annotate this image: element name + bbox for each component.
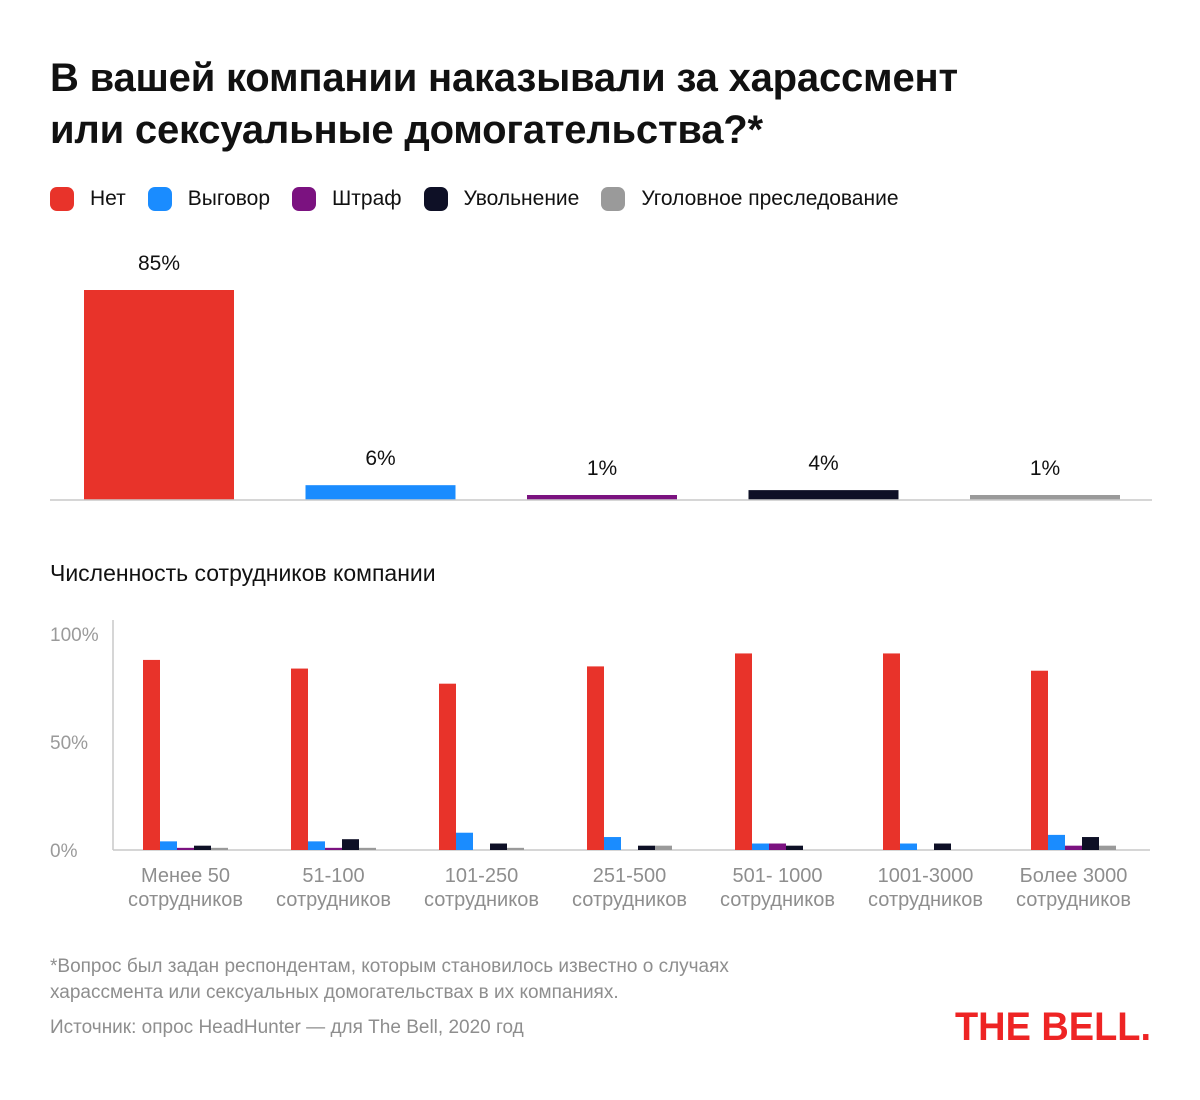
- legend-label-ugolovnoe: Уголовное преследование: [641, 187, 899, 210]
- size-y-tick-label: 100%: [50, 625, 99, 646]
- size-bar: [883, 653, 900, 850]
- chart-title-line-2: или сексуальные домогательства?*: [50, 108, 763, 152]
- legend-item-vygovor: Выговор: [147, 187, 271, 211]
- size-x-tick-label: 1001-3000: [878, 865, 974, 887]
- size-bar: [900, 843, 917, 850]
- overall-bar-value-label: 6%: [365, 447, 395, 470]
- size-x-tick-label: 251-500: [593, 865, 666, 887]
- size-bar: [177, 847, 194, 850]
- legend-item-shtraf: Штраф: [292, 187, 402, 211]
- legend-item-uvolnenie: Увольнение: [423, 187, 580, 211]
- size-bar: [359, 847, 376, 850]
- size-bar: [291, 668, 308, 850]
- overall-bar: [84, 290, 234, 500]
- size-x-tick-label: 51-100: [302, 865, 364, 887]
- size-x-tick-label: сотрудников: [868, 889, 983, 911]
- overall-bar-value-label: 1%: [1030, 457, 1060, 480]
- legend-label-vygovor: Выговор: [187, 187, 271, 210]
- size-bar: [934, 843, 951, 850]
- overall-bar: [970, 495, 1120, 500]
- size-bar: [769, 843, 786, 850]
- size-x-tick-label: сотрудников: [1016, 889, 1131, 911]
- size-bar: [638, 845, 655, 850]
- overall-bar-value-label: 1%: [587, 457, 617, 480]
- legend-label-uvolnenie: Увольнение: [463, 187, 580, 210]
- legend-item-ugolovnoe: Уголовное преследование: [601, 187, 899, 211]
- legend-swatch-uvolnenie: [423, 187, 448, 211]
- size-x-tick-label: сотрудников: [128, 889, 243, 911]
- size-bar: [786, 845, 803, 850]
- size-bar: [1048, 834, 1065, 850]
- size-bar: [1031, 670, 1048, 850]
- logo-wordmark: THE BELL.: [955, 1005, 1151, 1049]
- footnote-line-2: харассмента или сексуальных домогательст…: [50, 982, 619, 1003]
- overall-bar-value-label: 4%: [808, 452, 838, 475]
- size-bar: [456, 832, 473, 850]
- size-x-tick-label: Менее 50: [141, 865, 230, 887]
- size-bar: [325, 847, 342, 850]
- size-bar: [308, 841, 325, 850]
- legend-label-net: Нет: [90, 187, 126, 210]
- size-bar: [604, 837, 621, 850]
- size-bar: [587, 666, 604, 850]
- size-bar: [752, 843, 769, 850]
- legend-swatch-ugolovnoe: [601, 187, 626, 211]
- chart-title-line-1: В вашей компании наказывали за харассмен…: [50, 56, 958, 100]
- size-bar: [1099, 845, 1116, 850]
- overall-bar-value-label: 85%: [138, 252, 180, 275]
- size-x-tick-label: сотрудников: [276, 889, 391, 911]
- section-subtitle: Численность сотрудников компании: [50, 560, 436, 586]
- legend-label-shtraf: Штраф: [332, 187, 402, 210]
- size-bar: [1082, 837, 1099, 850]
- legend-swatch-shtraf: [292, 187, 317, 211]
- the-bell-logo: THE BELL.: [955, 1005, 1151, 1049]
- size-bar: [655, 845, 672, 850]
- size-bar: [735, 653, 752, 850]
- footnote-line-1: *Вопрос был задан респондентам, которым …: [50, 956, 729, 977]
- legend: Нет Выговор Штраф Увольнение Уголовное п…: [50, 186, 921, 212]
- size-x-tick-label: 101-250: [445, 865, 518, 887]
- size-bar: [439, 683, 456, 850]
- footnote: *Вопрос был задан респондентам, которым …: [50, 954, 930, 1006]
- size-bar: [211, 847, 228, 850]
- legend-swatch-vygovor: [147, 187, 172, 211]
- legend-swatch-net: [50, 187, 74, 211]
- overall-bar: [527, 495, 677, 500]
- overall-bar: [748, 490, 899, 500]
- size-bar: [490, 843, 507, 850]
- source-note: Источник: опрос HeadHunter — для The Bel…: [50, 1017, 524, 1038]
- legend-item-net: Нет: [50, 187, 126, 211]
- size-bar: [160, 841, 177, 850]
- size-bar: [194, 845, 211, 850]
- size-x-tick-label: сотрудников: [424, 889, 539, 911]
- chart-title: В вашей компании наказывали за харассмен…: [50, 52, 1150, 156]
- size-bar: [342, 839, 359, 850]
- size-bar: [1065, 845, 1082, 850]
- size-x-tick-label: сотрудников: [720, 889, 835, 911]
- size-y-tick-label: 0%: [50, 841, 78, 862]
- size-bar: [143, 659, 160, 850]
- size-bar: [507, 847, 524, 850]
- size-y-tick-label: 50%: [50, 733, 88, 754]
- size-x-tick-label: 501- 1000: [732, 865, 822, 887]
- size-x-tick-label: сотрудников: [572, 889, 687, 911]
- size-x-tick-label: Более 3000: [1020, 865, 1128, 887]
- overall-bar: [305, 485, 456, 500]
